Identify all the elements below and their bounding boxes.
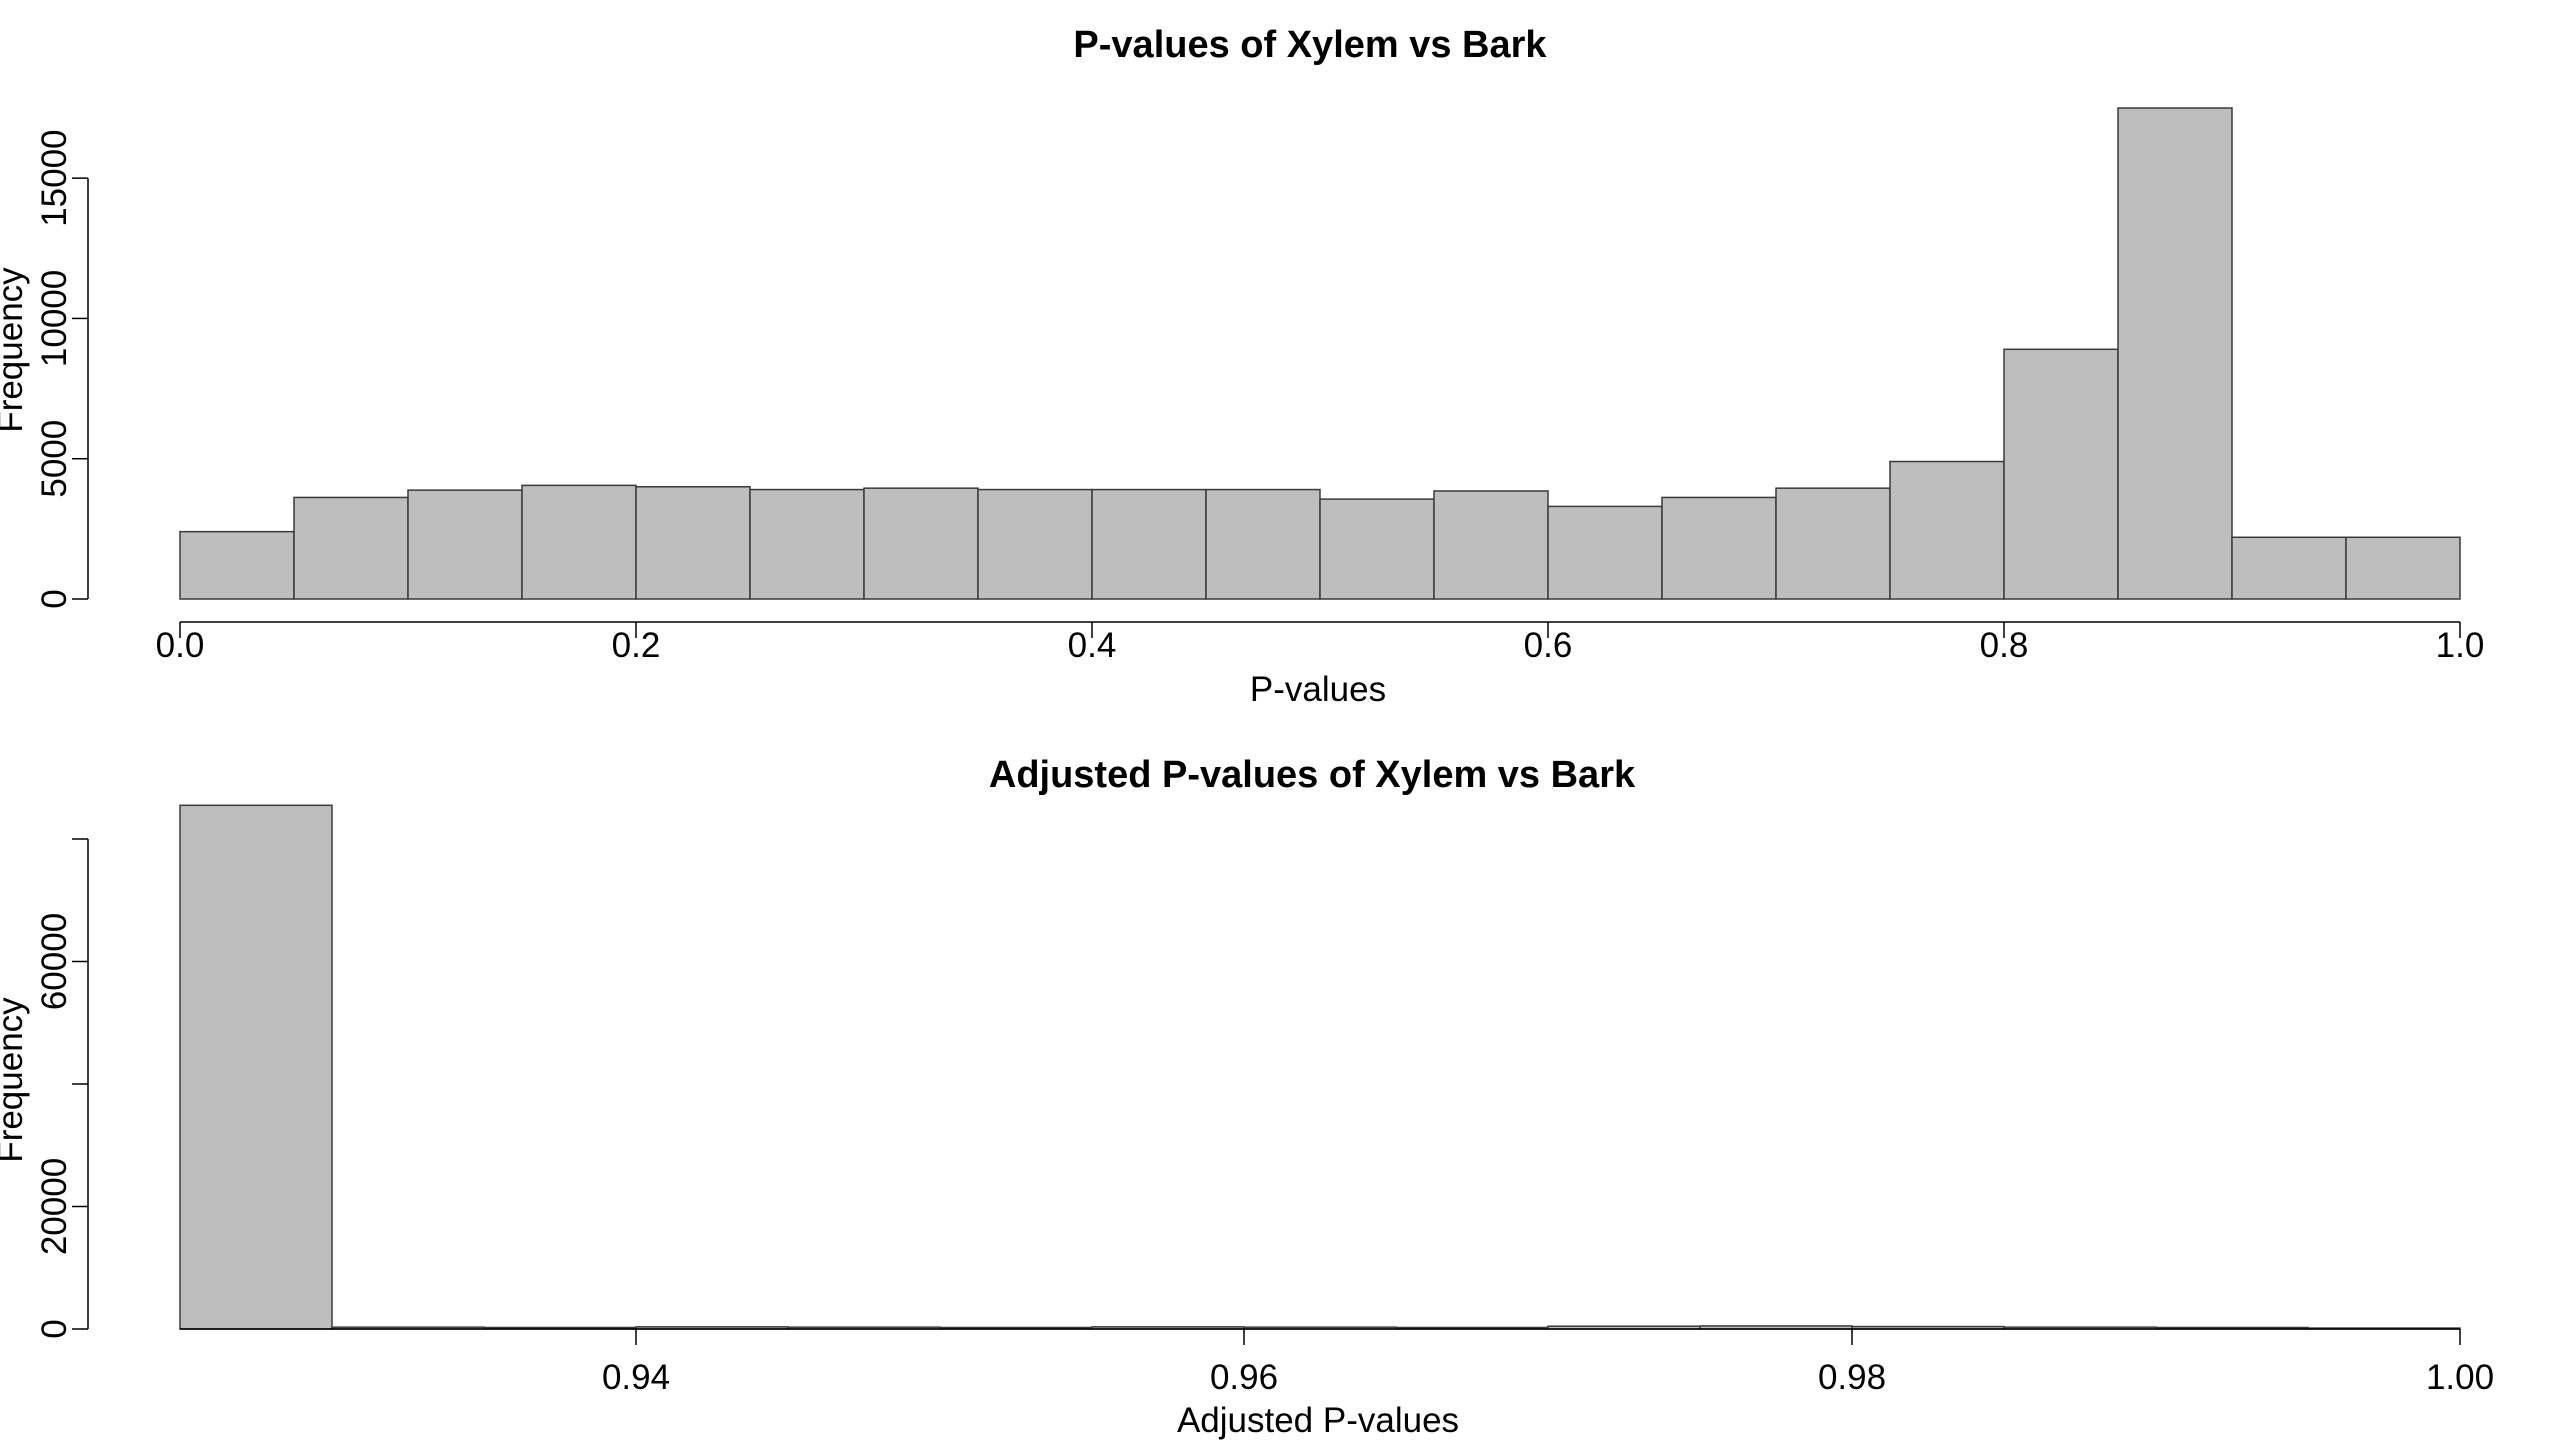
histogram-bar bbox=[179, 530, 295, 600]
histogram-bar bbox=[635, 486, 751, 600]
histogram-bar bbox=[1775, 487, 1891, 600]
histogram-bar bbox=[1205, 488, 1321, 600]
y-axis-label: Frequency bbox=[0, 267, 30, 433]
bars bbox=[179, 804, 2461, 1330]
y-tick-label: 15000 bbox=[35, 129, 74, 226]
x-axis: 0.94 0.96 0.98 1.00 bbox=[180, 1328, 2494, 1397]
x-tick-label: 0.0 bbox=[156, 626, 205, 665]
y-axis-label: Frequency bbox=[0, 997, 30, 1163]
histogram-bar bbox=[2003, 348, 2119, 600]
histogram-bar bbox=[2117, 107, 2233, 600]
y-axis: 0 5000 10000 15000 bbox=[35, 129, 89, 609]
histogram-bar bbox=[863, 487, 979, 600]
x-axis-label: Adjusted P-values bbox=[1177, 1401, 1459, 1440]
histogram-bar bbox=[1433, 490, 1549, 600]
x-tick-label: 0.6 bbox=[1524, 626, 1573, 665]
histogram-bar bbox=[2231, 536, 2347, 600]
histogram-bar bbox=[749, 488, 865, 600]
y-tick-label: 0 bbox=[35, 1319, 74, 1338]
y-axis: 0 20000 60000 bbox=[35, 838, 89, 1339]
y-tick-label: 10000 bbox=[35, 270, 74, 367]
histogram-adjusted-p-values: Adjusted P-values of Xylem vs Bark Adjus… bbox=[0, 754, 2494, 1440]
chart-title: Adjusted P-values of Xylem vs Bark bbox=[989, 754, 1636, 796]
histogram-bar bbox=[1889, 460, 2005, 600]
histogram-bar bbox=[1091, 488, 1207, 600]
histogram-bar bbox=[293, 496, 409, 600]
histogram-bar bbox=[977, 488, 1093, 600]
histogram-p-values: P-values of Xylem vs Bark P-values Frequ… bbox=[0, 24, 2484, 709]
x-axis-label: P-values bbox=[1250, 670, 1386, 709]
histogram-bar bbox=[1661, 496, 1777, 600]
x-tick-label: 0.98 bbox=[1818, 1358, 1886, 1397]
chart-title: P-values of Xylem vs Bark bbox=[1073, 24, 1547, 66]
histogram-bar bbox=[179, 804, 333, 1330]
x-tick-label: 1.00 bbox=[2426, 1358, 2494, 1397]
x-tick-label: 0.8 bbox=[1980, 626, 2029, 665]
y-tick-label: 5000 bbox=[35, 420, 74, 498]
histogram-bar bbox=[407, 489, 523, 600]
y-tick-label: 60000 bbox=[35, 913, 74, 1010]
x-axis: 0.0 0.2 0.4 0.6 0.8 1.0 bbox=[156, 621, 2485, 665]
x-tick-label: 0.94 bbox=[602, 1358, 670, 1397]
x-tick-label: 0.4 bbox=[1068, 626, 1117, 665]
histogram-bar bbox=[1319, 498, 1435, 600]
histogram-bar bbox=[2345, 536, 2461, 600]
y-tick-label: 0 bbox=[35, 589, 74, 608]
x-tick-label: 0.96 bbox=[1210, 1358, 1278, 1397]
x-tick-label: 1.0 bbox=[2436, 626, 2485, 665]
histogram-bar bbox=[521, 484, 637, 600]
bars bbox=[179, 107, 2461, 600]
histogram-bar bbox=[1547, 505, 1663, 600]
x-tick-label: 0.2 bbox=[612, 626, 661, 665]
y-tick-label: 20000 bbox=[35, 1158, 74, 1255]
